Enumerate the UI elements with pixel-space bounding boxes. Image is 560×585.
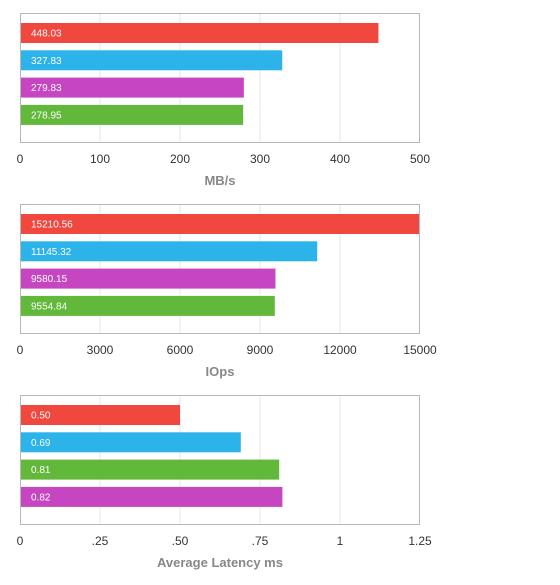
x-tick-label: 9000 xyxy=(247,343,274,357)
x-tick-label: 1.25 xyxy=(408,534,432,548)
bar xyxy=(20,214,420,234)
bar xyxy=(20,77,244,98)
bar-value-label: 0.50 xyxy=(31,411,51,422)
chart-panel-1: 448.03 327.83 279.83 278.95 0 100 200 300 400 500… xyxy=(17,13,430,188)
x-tick-label: 100 xyxy=(90,152,110,166)
bar-value-label: 327.83 xyxy=(31,56,62,67)
bar-value-label: 0.81 xyxy=(31,465,51,476)
bar-value-label: 448.03 xyxy=(31,29,62,40)
x-tick-label: 0 xyxy=(17,534,24,548)
x-tick-label: 1 xyxy=(337,534,344,548)
x-tick-label: .75 xyxy=(252,534,269,548)
x-axis-label: IOps xyxy=(206,364,235,379)
x-axis-label: MB/s xyxy=(204,173,235,188)
bar xyxy=(20,23,379,43)
x-tick-label: 3000 xyxy=(87,343,114,357)
bar xyxy=(20,241,318,262)
bar xyxy=(20,104,244,125)
bar-value-label: 15210.56 xyxy=(31,220,73,231)
bar xyxy=(20,295,275,316)
x-tick-label: 200 xyxy=(170,152,190,166)
bar xyxy=(20,268,276,289)
bar-value-label: 9554.84 xyxy=(31,301,68,312)
x-tick-label: 15000 xyxy=(403,343,437,357)
x-tick-label: 400 xyxy=(330,152,350,166)
plot-frame xyxy=(20,395,420,525)
bar-value-label: 9580.15 xyxy=(31,274,68,285)
bar xyxy=(20,432,241,453)
bar-value-label: 278.95 xyxy=(31,110,62,121)
x-tick-label: 300 xyxy=(250,152,270,166)
bar xyxy=(20,486,283,507)
x-tick-label: 6000 xyxy=(167,343,194,357)
bar xyxy=(20,405,180,425)
bar xyxy=(20,50,283,71)
x-tick-label: 0 xyxy=(17,343,24,357)
x-tick-label: 500 xyxy=(410,152,430,166)
chart-panel-3: 0.50 0.69 0.81 0.82 0 .25 .50 .75 1 1.25 Average L… xyxy=(17,395,432,570)
x-tick-label: 0 xyxy=(17,152,24,166)
bar-value-label: 0.82 xyxy=(31,492,51,503)
x-tick-label: 12000 xyxy=(323,343,357,357)
bar xyxy=(20,459,280,480)
bar-value-label: 11145.32 xyxy=(31,247,72,258)
chart-panel-2: 15210.56 11145.32 9580.15 9554.84 0 3000 6000 9… xyxy=(17,204,437,379)
x-tick-label: .25 xyxy=(92,534,109,548)
bar-value-label: 279.83 xyxy=(31,83,62,94)
x-tick-label: .50 xyxy=(172,534,189,548)
plot-frame xyxy=(20,13,420,143)
x-axis-label: Average Latency ms xyxy=(157,555,283,570)
plot-frame xyxy=(20,204,420,334)
bar-value-label: 0.69 xyxy=(31,438,51,449)
